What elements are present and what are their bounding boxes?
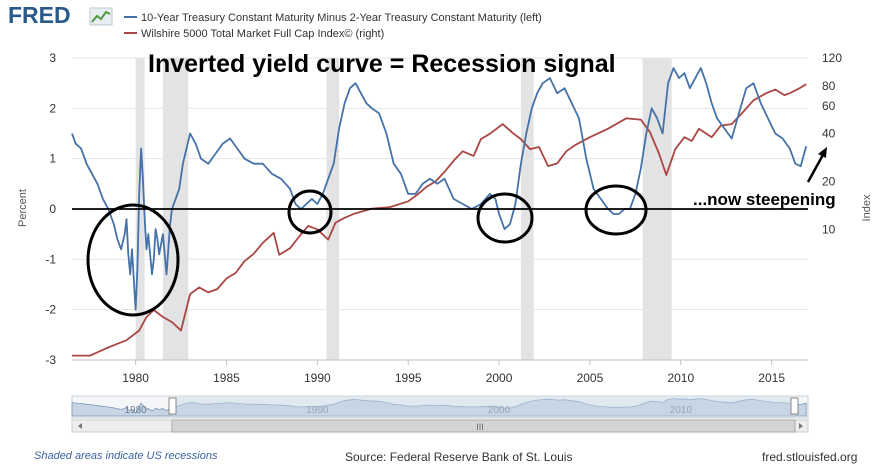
- y-axis-left: -3 -2 -1 0 1 2 3: [45, 51, 56, 367]
- circle-2006: [584, 184, 648, 236]
- source-credit: Source: Federal Reserve Bank of St. Loui…: [345, 450, 573, 464]
- fred-logo-graph-icon: [89, 7, 113, 26]
- series-line-wilshire: [72, 83, 807, 357]
- x-tick-label: 2015: [758, 371, 785, 385]
- x-tick-label: 1985: [213, 371, 240, 385]
- y-left-tick-label: 2: [49, 101, 56, 115]
- scrollbar[interactable]: III: [71, 419, 809, 433]
- navigator-tick-label: 2010: [670, 405, 693, 416]
- scroll-right-arrow-icon: [799, 423, 803, 429]
- inversion-circles: [86, 184, 648, 317]
- scrollbar-grip-icon: III: [476, 422, 484, 432]
- navigator-series-area: [71, 398, 807, 417]
- circle-1989: [287, 189, 333, 235]
- y-right-tick-label: 20: [822, 174, 836, 188]
- y-left-tick-label: 3: [49, 51, 56, 65]
- y-right-tick-label: 120: [822, 51, 842, 65]
- x-tick-label: 2005: [577, 371, 604, 385]
- y-left-tick-label: 1: [49, 152, 56, 166]
- y-left-tick-label: -2: [45, 303, 56, 317]
- navigator-tick-label: 2000: [488, 405, 511, 416]
- y-axis-left-title: Percent: [17, 189, 29, 227]
- navigator-tick-label: 1990: [306, 405, 329, 416]
- range-navigator[interactable]: 1980 1990 2000 2010: [71, 395, 809, 419]
- y-right-tick-label: 40: [822, 127, 836, 141]
- navigator-right-handle[interactable]: [790, 397, 799, 415]
- recession-note: Shaded areas indicate US recessions: [34, 450, 218, 462]
- y-axis-right: 10 20 40 60 80 120: [822, 51, 842, 236]
- x-tick-label: 2000: [486, 371, 513, 385]
- y-right-tick-label: 60: [822, 99, 836, 113]
- y-left-tick-label: 0: [49, 202, 56, 216]
- y-right-tick-label: 10: [822, 222, 836, 236]
- scrollbar-thumb: [171, 419, 796, 433]
- navigator-x-ticks: 1980 1990 2000 2010: [124, 405, 692, 416]
- y-left-tick-label: -3: [45, 353, 56, 367]
- site-link[interactable]: fred.stlouisfed.org: [762, 450, 858, 464]
- annotation-steepening: ...now steepening: [693, 190, 836, 209]
- x-tick-label: 1990: [304, 371, 331, 385]
- scroll-left-arrow-icon: [78, 423, 82, 429]
- navigator-left-handle[interactable]: [168, 397, 177, 415]
- legend-label-wilshire: Wilshire 5000 Total Market Full Cap Inde…: [141, 28, 384, 40]
- navigator-tick-label: 1980: [124, 405, 147, 416]
- y-left-tick-label: -1: [45, 252, 56, 266]
- x-axis: 1980 1985 1990 1995 2000 2005 2010 2015: [72, 359, 808, 385]
- x-tick-label: 1980: [122, 371, 149, 385]
- fred-logo[interactable]: FRED: [8, 2, 71, 28]
- circle-1980: [86, 203, 180, 317]
- y-right-tick-label: 80: [822, 79, 836, 93]
- navigator-selected-range: [172, 397, 795, 418]
- x-tick-label: 1995: [395, 371, 422, 385]
- y-axis-right-title: Index: [861, 194, 873, 221]
- series-line-spread: [71, 67, 808, 311]
- data-series: [71, 67, 808, 357]
- legend: 10-Year Treasury Constant Maturity Minus…: [124, 12, 542, 40]
- steepening-arrow: [806, 147, 827, 183]
- annotation-title: Inverted yield curve = Recession signal: [148, 50, 616, 78]
- circle-2000: [476, 192, 534, 244]
- legend-label-spread: 10-Year Treasury Constant Maturity Minus…: [141, 12, 542, 24]
- x-tick-label: 2010: [667, 371, 694, 385]
